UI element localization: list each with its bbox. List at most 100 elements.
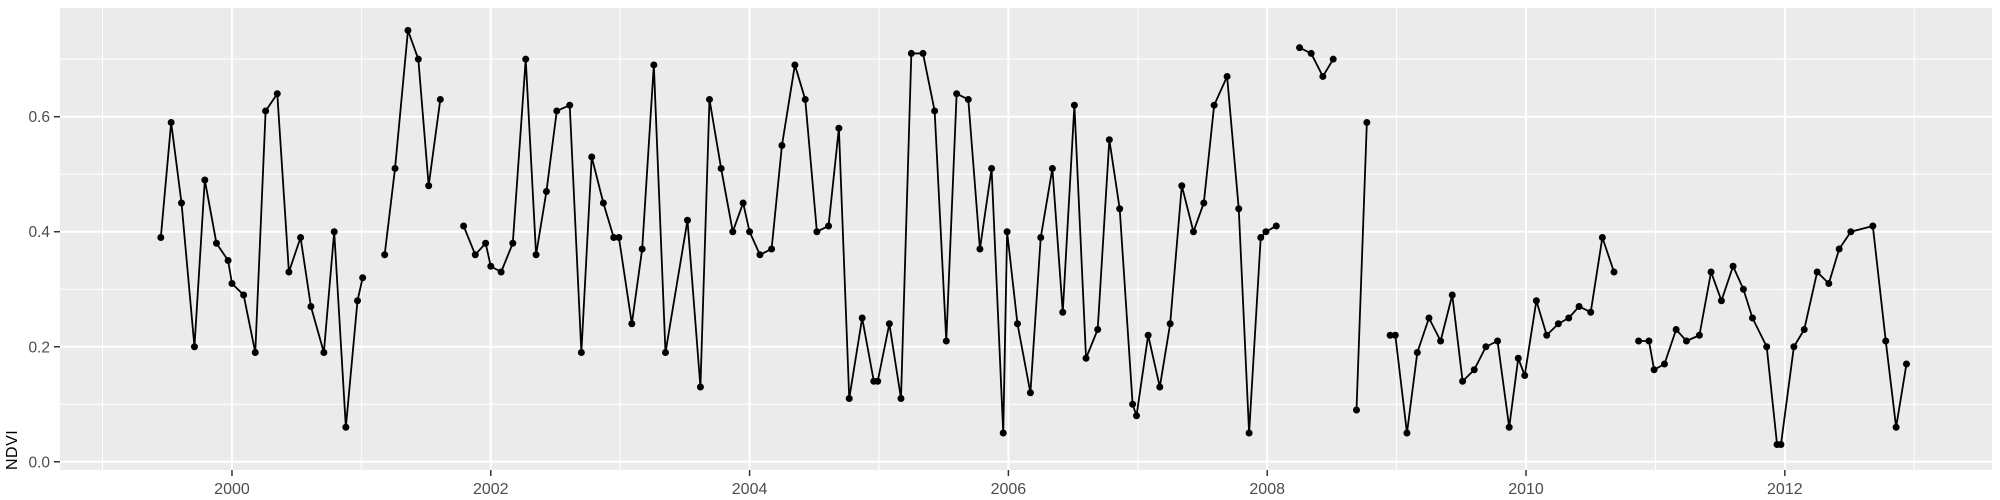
data-point (1521, 372, 1529, 380)
data-point (1717, 297, 1725, 305)
series-line-segment (159, 92, 364, 429)
data-point (1178, 182, 1186, 190)
data-point (1707, 268, 1715, 276)
data-point (1610, 268, 1618, 276)
data-point (988, 164, 996, 172)
data-point (739, 199, 747, 207)
data-point (1645, 337, 1653, 345)
data-point (553, 107, 561, 115)
data-point (1695, 331, 1703, 339)
data-point (650, 61, 658, 69)
data-point (1200, 199, 1208, 207)
data-point (845, 395, 853, 403)
data-point (224, 256, 232, 264)
data-point (1144, 331, 1152, 339)
data-point (1352, 406, 1360, 414)
y-tick-label: 0.2 (28, 339, 50, 356)
data-point (212, 239, 220, 247)
data-point (1635, 337, 1643, 345)
data-point (1013, 320, 1021, 328)
data-point (1672, 325, 1680, 333)
data-point (1245, 429, 1253, 437)
data-point (1210, 101, 1218, 109)
data-point (1070, 101, 1078, 109)
data-point (487, 262, 495, 270)
data-point (813, 228, 821, 236)
data-point (628, 320, 636, 328)
data-point (964, 95, 972, 103)
data-point (297, 233, 305, 241)
series-line-segment (1355, 121, 1368, 411)
data-point (1892, 423, 1900, 431)
data-point (381, 251, 389, 259)
data-point (1403, 429, 1411, 437)
data-point (1037, 233, 1045, 241)
data-point (1470, 366, 1478, 374)
data-point (801, 95, 809, 103)
data-point (1790, 343, 1798, 351)
data-point (1296, 44, 1304, 52)
data-point (404, 26, 412, 34)
data-point (1235, 205, 1243, 213)
data-point (942, 337, 950, 345)
data-point (1413, 349, 1421, 357)
y-axis-title: NDVI (4, 429, 21, 470)
data-point (1363, 118, 1371, 126)
data-point (414, 55, 422, 63)
data-point (976, 245, 984, 253)
data-point (359, 274, 367, 282)
data-point (228, 279, 236, 287)
data-point (791, 61, 799, 69)
data-point (1094, 325, 1102, 333)
data-point (1494, 337, 1502, 345)
data-point (885, 320, 893, 328)
data-point (1156, 383, 1164, 391)
data-point (1598, 233, 1606, 241)
data-point (542, 187, 550, 195)
data-point (615, 233, 623, 241)
data-point (157, 233, 165, 241)
data-point (1082, 354, 1090, 362)
data-point (1505, 423, 1513, 431)
data-point (320, 349, 328, 357)
data-point (1272, 222, 1280, 230)
data-point (190, 343, 198, 351)
data-point (1319, 72, 1327, 80)
data-point (907, 49, 915, 57)
x-tick-label: 2012 (1767, 481, 1803, 498)
data-point (1459, 377, 1467, 385)
data-point (1554, 320, 1562, 328)
data-point (353, 297, 361, 305)
data-point (1386, 331, 1394, 339)
data-point (1902, 360, 1910, 368)
data-point (1048, 164, 1056, 172)
data-point (874, 377, 882, 385)
data-point (471, 251, 479, 259)
data-point (307, 302, 315, 310)
data-point (1448, 291, 1456, 299)
data-point (661, 349, 669, 357)
data-point (1257, 233, 1265, 241)
data-point (835, 124, 843, 132)
data-point (1777, 441, 1785, 449)
data-point (588, 153, 596, 161)
data-point (532, 251, 540, 259)
data-point (497, 268, 505, 276)
x-tick-label: 2006 (991, 481, 1027, 498)
data-point (1329, 55, 1337, 63)
data-point (1514, 354, 1522, 362)
data-point (566, 101, 574, 109)
data-point (756, 251, 764, 259)
data-point (683, 216, 691, 224)
data-point (897, 395, 905, 403)
data-point (1133, 412, 1141, 420)
data-point (610, 233, 618, 241)
data-point (1391, 331, 1399, 339)
data-point (1166, 320, 1174, 328)
y-tick-label: 0.4 (28, 224, 50, 241)
data-point (273, 90, 281, 98)
data-point (522, 55, 530, 63)
data-point (1882, 337, 1890, 345)
